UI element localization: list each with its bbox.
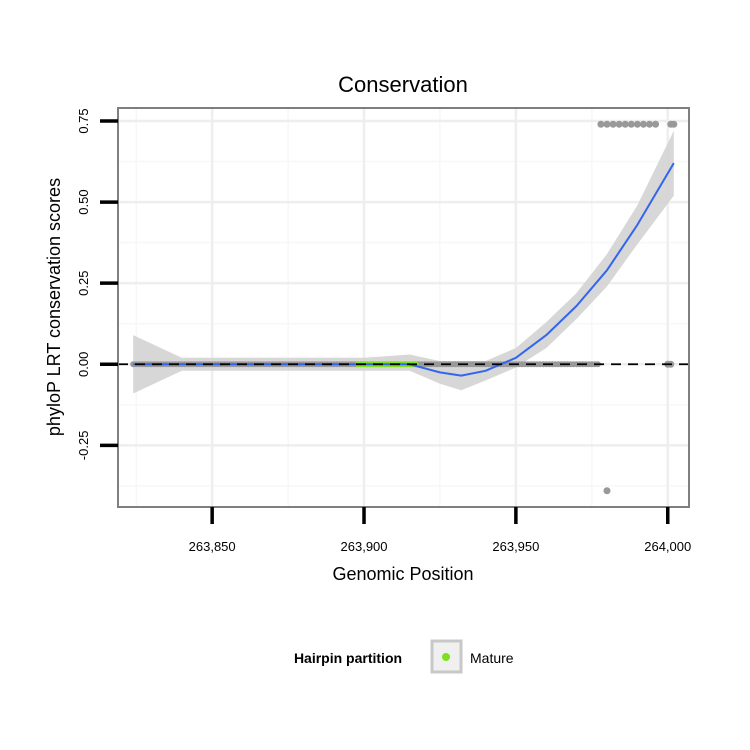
x-tick-label: 263,850 — [189, 539, 236, 554]
legend-marker — [442, 653, 450, 661]
data-point — [627, 120, 635, 128]
data-point — [633, 120, 641, 128]
data-point — [639, 120, 647, 128]
legend-title: Hairpin partition — [294, 650, 402, 666]
data-point — [597, 120, 605, 128]
plot-border — [117, 107, 690, 508]
y-tick-label: 0.75 — [76, 108, 91, 133]
data-point — [646, 120, 654, 128]
data-point — [603, 120, 611, 128]
x-tick-label: 263,900 — [341, 539, 388, 554]
data-point — [652, 120, 660, 128]
x-tick-label: 263,950 — [492, 539, 539, 554]
y-tick-label: -0.25 — [76, 431, 91, 461]
confidence-band — [133, 130, 674, 394]
chart-title: Conservation — [338, 72, 468, 97]
data-point — [670, 120, 678, 128]
x-axis-label: Genomic Position — [332, 564, 473, 584]
y-tick-label: 0.00 — [76, 352, 91, 377]
y-tick-label: 0.25 — [76, 271, 91, 296]
legend-label: Mature — [470, 650, 514, 666]
data-point — [621, 120, 629, 128]
plot-area: 263,850 263,900 263,950 264,000 -0.25 0.00 0.2… — [76, 107, 691, 554]
data-point — [609, 120, 617, 128]
y-tick-label: 0.50 — [76, 189, 91, 214]
plot-background — [118, 108, 689, 507]
y-axis-label: phyloP LRT conservation scores — [44, 178, 64, 436]
x-tick-label: 264,000 — [644, 539, 691, 554]
data-point — [603, 487, 611, 495]
data-point — [615, 120, 623, 128]
legend: Hairpin partition Mature — [294, 639, 514, 674]
